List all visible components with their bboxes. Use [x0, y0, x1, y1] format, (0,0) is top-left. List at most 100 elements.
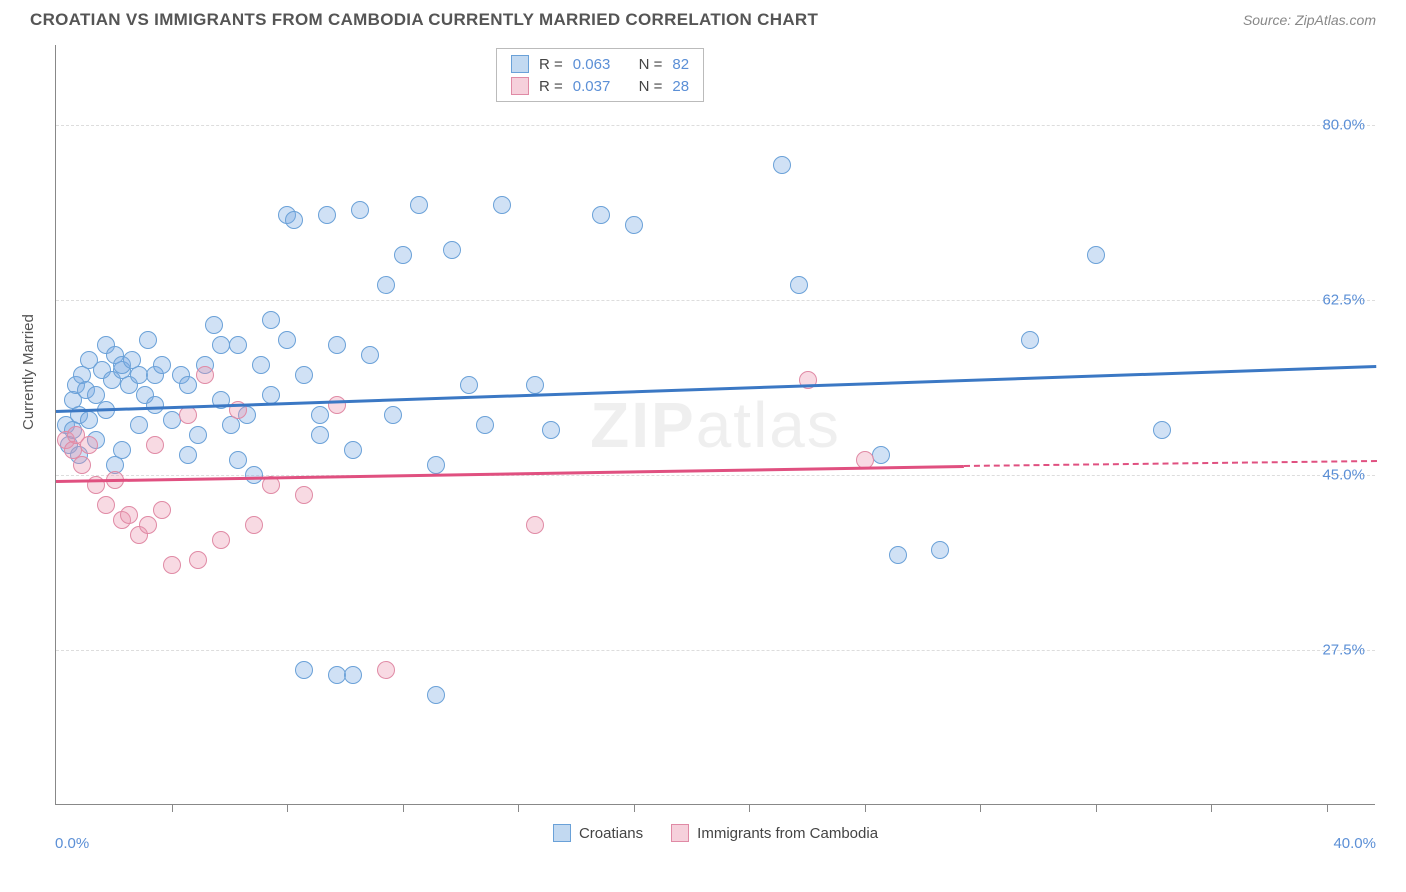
scatter-point — [493, 196, 511, 214]
scatter-point — [262, 386, 280, 404]
watermark-thin: atlas — [696, 389, 841, 461]
legend-swatch — [511, 55, 529, 73]
scatter-point — [146, 436, 164, 454]
legend-item: Immigrants from Cambodia — [671, 824, 878, 842]
chart-title: CROATIAN VS IMMIGRANTS FROM CAMBODIA CUR… — [30, 10, 818, 30]
scatter-point — [212, 531, 230, 549]
scatter-point — [526, 516, 544, 534]
stats-row: R =0.037 N =28 — [511, 75, 689, 97]
scatter-point — [460, 376, 478, 394]
legend-swatch — [553, 824, 571, 842]
scatter-point — [73, 456, 91, 474]
scatter-point — [80, 411, 98, 429]
scatter-point — [384, 406, 402, 424]
x-tick — [865, 804, 866, 812]
trend-line — [56, 365, 1376, 412]
scatter-point — [625, 216, 643, 234]
x-tick — [1327, 804, 1328, 812]
scatter-point — [394, 246, 412, 264]
scatter-point — [377, 661, 395, 679]
scatter-point — [311, 406, 329, 424]
scatter-point — [328, 336, 346, 354]
scatter-point — [1087, 246, 1105, 264]
watermark: ZIPatlas — [590, 388, 841, 462]
scatter-point — [351, 201, 369, 219]
scatter-point — [476, 416, 494, 434]
scatter-point — [252, 356, 270, 374]
x-tick — [1211, 804, 1212, 812]
scatter-point — [1153, 421, 1171, 439]
scatter-point — [542, 421, 560, 439]
x-tick — [634, 804, 635, 812]
scatter-point — [328, 396, 346, 414]
x-tick — [403, 804, 404, 812]
scatter-point — [427, 686, 445, 704]
scatter-point — [285, 211, 303, 229]
legend-item: Croatians — [553, 824, 643, 842]
legend-label: Immigrants from Cambodia — [697, 825, 878, 842]
x-tick — [287, 804, 288, 812]
scatter-point — [526, 376, 544, 394]
chart-header: CROATIAN VS IMMIGRANTS FROM CAMBODIA CUR… — [0, 0, 1406, 38]
x-axis-label-left: 0.0% — [55, 835, 89, 852]
scatter-point — [790, 276, 808, 294]
n-value: 28 — [672, 78, 689, 95]
scatter-point — [592, 206, 610, 224]
n-label: N = — [639, 78, 663, 95]
scatter-point — [212, 336, 230, 354]
scatter-point — [427, 456, 445, 474]
scatter-point — [295, 661, 313, 679]
scatter-point — [889, 546, 907, 564]
bottom-legend: Croatians Immigrants from Cambodia — [56, 824, 1375, 842]
scatter-point — [361, 346, 379, 364]
legend-swatch — [671, 824, 689, 842]
scatter-point — [189, 551, 207, 569]
trend-line-dashed — [963, 460, 1376, 467]
scatter-point — [311, 426, 329, 444]
y-tick-label: 27.5% — [1322, 642, 1365, 659]
scatter-point — [205, 316, 223, 334]
legend-swatch — [511, 77, 529, 95]
scatter-point — [130, 416, 148, 434]
scatter-point — [130, 366, 148, 384]
source-prefix: Source: — [1243, 12, 1295, 28]
plot-area: ZIPatlas R =0.063 N =82R =0.037 N =28 Cr… — [55, 45, 1375, 805]
r-label: R = — [539, 78, 563, 95]
scatter-point — [262, 311, 280, 329]
scatter-point — [773, 156, 791, 174]
scatter-point — [179, 446, 197, 464]
scatter-point — [163, 556, 181, 574]
scatter-point — [80, 436, 98, 454]
scatter-point — [931, 541, 949, 559]
scatter-point — [179, 406, 197, 424]
y-tick-label: 45.0% — [1322, 467, 1365, 484]
scatter-point — [97, 496, 115, 514]
scatter-point — [153, 356, 171, 374]
stats-row: R =0.063 N =82 — [511, 53, 689, 75]
scatter-point — [120, 506, 138, 524]
scatter-point — [410, 196, 428, 214]
scatter-point — [153, 501, 171, 519]
x-tick — [749, 804, 750, 812]
trend-line — [56, 465, 964, 482]
scatter-point — [328, 666, 346, 684]
scatter-point — [229, 336, 247, 354]
scatter-point — [295, 366, 313, 384]
scatter-point — [245, 516, 263, 534]
y-tick-label: 62.5% — [1322, 292, 1365, 309]
r-label: R = — [539, 56, 563, 73]
scatter-point — [278, 331, 296, 349]
scatter-point — [318, 206, 336, 224]
x-tick — [518, 804, 519, 812]
x-tick — [172, 804, 173, 812]
scatter-point — [163, 411, 181, 429]
watermark-bold: ZIP — [590, 389, 696, 461]
scatter-point — [377, 276, 395, 294]
x-tick — [980, 804, 981, 812]
x-axis-label-right: 40.0% — [1333, 835, 1376, 852]
scatter-point — [139, 331, 157, 349]
legend-label: Croatians — [579, 825, 643, 842]
scatter-point — [295, 486, 313, 504]
y-tick-label: 80.0% — [1322, 117, 1365, 134]
chart-source: Source: ZipAtlas.com — [1243, 12, 1376, 28]
